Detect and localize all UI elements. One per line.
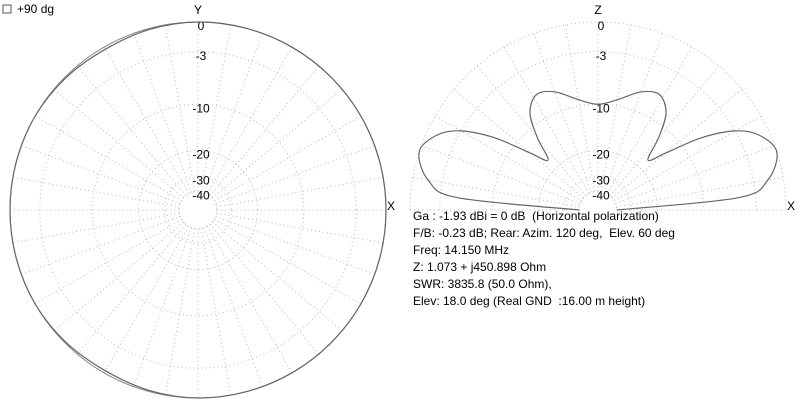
ring-label: -30 bbox=[192, 174, 210, 188]
radial-grid bbox=[164, 228, 196, 396]
radial-grid bbox=[453, 88, 584, 199]
info-line: Z: 1.073 + j450.898 Ohm bbox=[413, 260, 546, 274]
ring-label: -20 bbox=[592, 148, 610, 162]
ring-label: -10 bbox=[592, 101, 610, 115]
axis-label: Y bbox=[194, 3, 202, 17]
axis-label: X bbox=[387, 199, 395, 213]
radial-grid bbox=[200, 228, 232, 396]
radial-grid bbox=[564, 24, 596, 192]
radial-grid bbox=[212, 221, 343, 332]
radiation-pattern bbox=[9, 21, 387, 399]
radial-grid bbox=[103, 46, 190, 194]
ring-label: 0 bbox=[198, 19, 205, 33]
radial-grid bbox=[12, 176, 180, 208]
ring bbox=[164, 176, 232, 244]
radial-grid bbox=[203, 227, 263, 387]
radial-grid bbox=[164, 24, 196, 192]
ring-label: -3 bbox=[196, 49, 207, 63]
checkbox-label[interactable]: +90 dg bbox=[17, 2, 54, 16]
radial-grid bbox=[76, 224, 187, 355]
radial-grid bbox=[203, 33, 263, 193]
ring-label: -40 bbox=[192, 188, 210, 202]
radial-grid bbox=[215, 145, 375, 205]
radial-grid bbox=[533, 33, 593, 193]
radial-grid bbox=[206, 46, 293, 194]
radial-grid bbox=[206, 226, 293, 374]
ring bbox=[439, 51, 757, 211]
radial-grid bbox=[76, 65, 187, 196]
ring-label: -20 bbox=[192, 148, 210, 162]
info-line: Ga : -1.93 dBi = 0 dB (Horizontal polari… bbox=[413, 209, 659, 223]
radial-grid bbox=[209, 224, 320, 355]
radial-grid bbox=[34, 218, 182, 305]
ring-label: -40 bbox=[592, 188, 610, 202]
radiation-pattern bbox=[418, 90, 778, 211]
ring bbox=[39, 51, 357, 369]
radial-grid bbox=[209, 65, 320, 196]
radial-grid bbox=[21, 215, 181, 275]
ring bbox=[564, 176, 632, 211]
radial-grid bbox=[215, 215, 375, 275]
ring bbox=[178, 190, 218, 230]
info-line: Elev: 18.0 deg (Real GND :16.00 m height… bbox=[413, 294, 645, 308]
ring bbox=[138, 150, 258, 270]
radial-grid bbox=[216, 176, 384, 208]
ring-label: -30 bbox=[592, 174, 610, 188]
radial-grid bbox=[214, 115, 362, 202]
radial-grid bbox=[612, 88, 743, 199]
radial-grid bbox=[614, 115, 762, 202]
axis-label: Z bbox=[594, 3, 601, 17]
radial-grid bbox=[12, 212, 180, 244]
radial-grid bbox=[216, 212, 384, 244]
radial-grid bbox=[214, 218, 362, 305]
radial-grid bbox=[200, 24, 232, 192]
info-line: F/B: -0.23 dB; Rear: Azim. 120 deg, Elev… bbox=[413, 226, 675, 240]
radial-grid bbox=[412, 176, 580, 208]
ring-label: -10 bbox=[192, 101, 210, 115]
ring bbox=[91, 103, 305, 317]
radial-grid bbox=[476, 65, 587, 196]
radial-grid bbox=[34, 115, 182, 202]
axis-label: X bbox=[787, 199, 795, 213]
radial-grid bbox=[421, 145, 581, 205]
radial-grid bbox=[603, 33, 663, 193]
info-line: Freq: 14.150 MHz bbox=[413, 243, 509, 257]
radial-grid bbox=[103, 226, 190, 374]
radial-grid bbox=[615, 145, 775, 205]
radial-grid bbox=[21, 145, 181, 205]
radial-grid bbox=[609, 65, 720, 196]
radial-grid bbox=[606, 46, 693, 194]
radial-grid bbox=[616, 176, 784, 208]
radial-grid bbox=[53, 88, 184, 199]
info-line: SWR: 3835.8 (50.0 Ohm), bbox=[413, 277, 552, 291]
radial-grid bbox=[434, 115, 582, 202]
ring-label: 0 bbox=[598, 19, 605, 33]
radial-grid bbox=[133, 33, 193, 193]
radial-grid bbox=[53, 221, 184, 332]
checkbox[interactable] bbox=[2, 4, 12, 14]
radial-grid bbox=[133, 227, 193, 387]
radial-grid bbox=[212, 88, 343, 199]
radial-grid bbox=[503, 46, 590, 194]
radial-grid bbox=[600, 24, 632, 192]
ring-label: -3 bbox=[596, 49, 607, 63]
